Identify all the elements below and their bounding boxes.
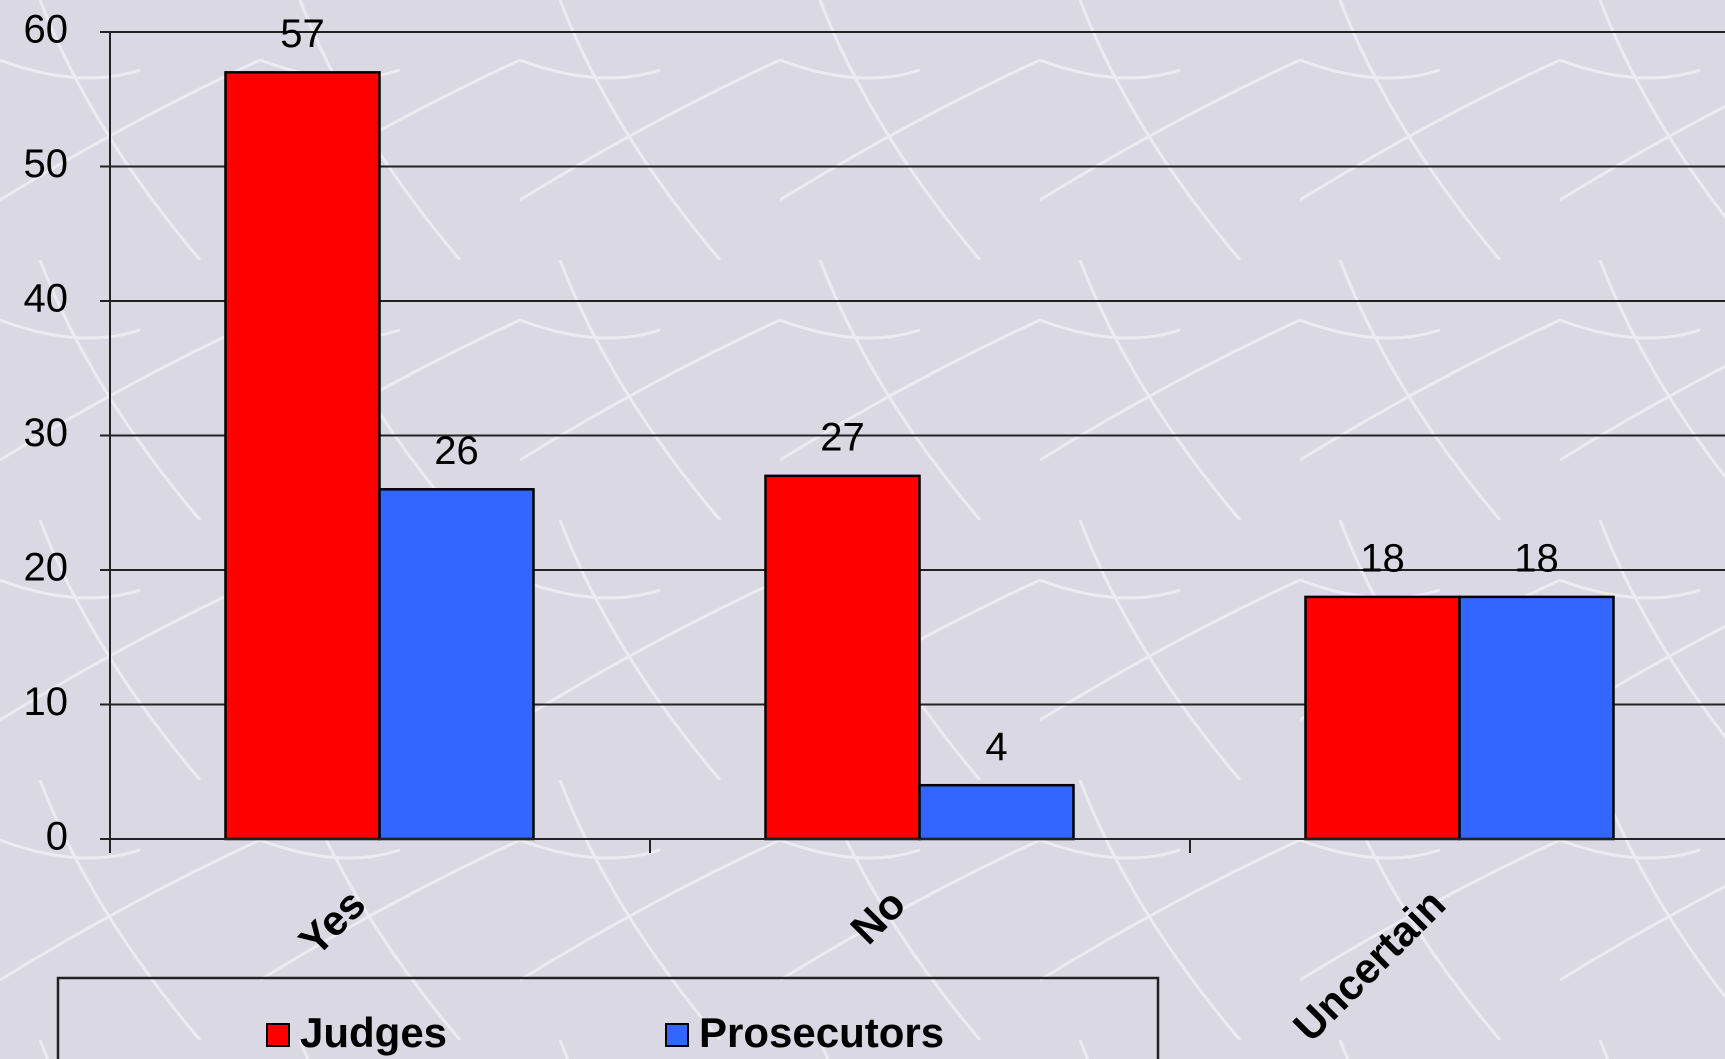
data-label: 18 xyxy=(1360,536,1405,580)
legend-label: Prosecutors xyxy=(699,1009,944,1056)
bar xyxy=(1304,595,1461,841)
y-tick-label: 10 xyxy=(24,680,69,724)
data-label: 57 xyxy=(280,12,325,56)
y-tick-label: 40 xyxy=(24,277,69,321)
y-tick-label: 30 xyxy=(24,411,69,455)
bar xyxy=(378,488,535,841)
bar xyxy=(1458,595,1615,841)
legend-box xyxy=(56,976,1160,1059)
y-tick-label: 50 xyxy=(24,142,69,186)
legend-swatch xyxy=(665,1023,689,1047)
bar xyxy=(764,474,921,841)
data-label: 18 xyxy=(1514,536,1559,580)
data-label: 26 xyxy=(434,429,479,473)
legend-swatch xyxy=(266,1023,290,1047)
data-label: 27 xyxy=(820,415,865,459)
legend-label: Judges xyxy=(300,1009,447,1056)
y-tick-label: 0 xyxy=(46,815,68,859)
bar xyxy=(918,783,1075,841)
y-tick-label: 60 xyxy=(24,8,69,52)
y-tick-label: 20 xyxy=(24,546,69,590)
data-label: 4 xyxy=(985,725,1007,769)
bar xyxy=(224,71,381,841)
